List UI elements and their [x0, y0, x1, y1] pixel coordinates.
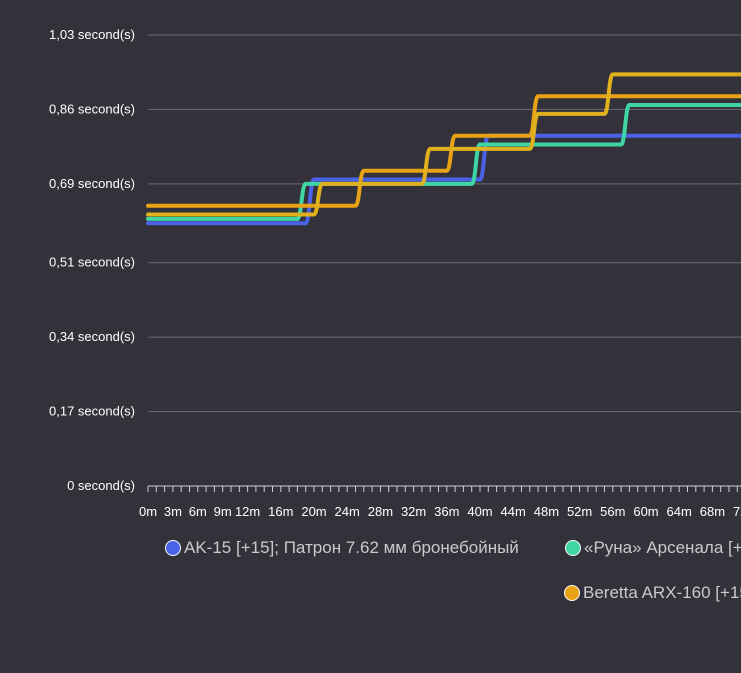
- x-tick-label: 3m: [164, 504, 182, 519]
- x-tick-label: 16m: [268, 504, 293, 519]
- x-tick-label: 36m: [434, 504, 459, 519]
- y-tick-label: 0,17 second(s): [49, 404, 135, 419]
- chart: 0 second(s) 0,17 second(s) 0,34 second(s) 0…: [49, 27, 741, 519]
- x-tick-label: 64m: [667, 504, 692, 519]
- y-tick-label: 0,86 second(s): [49, 101, 135, 116]
- x-tick-label: 0m: [139, 504, 157, 519]
- y-axis-labels: 0 second(s) 0,17 second(s) 0,34 second(s) 0…: [49, 27, 135, 493]
- x-tick-label: 12m: [235, 504, 260, 519]
- series-lines: [146, 72, 741, 226]
- x-axis: [147, 486, 738, 492]
- legend-label: AK-15 [+15]; Патрон 7.62 мм бронебойный: [184, 538, 519, 557]
- legend-marker-icon: [564, 585, 580, 601]
- legend-item-runa[interactable]: «Руна» Арсенала [+15]: [565, 538, 741, 558]
- series-line-1: [146, 103, 741, 221]
- x-tick-label: 20m: [301, 504, 326, 519]
- x-tick-label: 44m: [501, 504, 526, 519]
- x-tick-label: 24m: [335, 504, 360, 519]
- y-tick-label: 0 second(s): [67, 478, 135, 493]
- legend-marker-icon: [565, 540, 581, 556]
- x-tick-label: 9m: [214, 504, 232, 519]
- x-tick-label: 32m: [401, 504, 426, 519]
- grid-lines: [148, 34, 741, 487]
- legend-item-beretta[interactable]: Beretta ARX-160 [+15]: [564, 583, 741, 603]
- x-tick-label: 52m: [567, 504, 592, 519]
- x-tick-label: 68m: [700, 504, 725, 519]
- legend-label: «Руна» Арсенала [+15]: [584, 538, 741, 557]
- x-tick-label: 40m: [467, 504, 492, 519]
- x-axis-labels: 0m 3m 6m 9m 12m 16m 20m 24m 28m 32m 36m 40m 44m 48m 52…: [139, 504, 741, 519]
- y-tick-label: 0,69 second(s): [49, 176, 135, 191]
- legend-label: Beretta ARX-160 [+15]: [583, 583, 741, 602]
- x-tick-label: 6m: [189, 504, 207, 519]
- x-tick-label: 60m: [633, 504, 658, 519]
- legend-marker-icon: [165, 540, 181, 556]
- y-tick-label: 1,03 second(s): [49, 27, 135, 42]
- y-tick-label: 0,51 second(s): [49, 255, 135, 270]
- series-line-2: [146, 94, 741, 208]
- series-line-0: [146, 133, 741, 226]
- x-tick-label: 56m: [600, 504, 625, 519]
- y-tick-label: 0,34 second(s): [49, 329, 135, 344]
- x-tick-label: 72m: [733, 504, 741, 519]
- x-tick-label: 28m: [368, 504, 393, 519]
- legend-item-ak15[interactable]: AK-15 [+15]; Патрон 7.62 мм бронебойный: [165, 538, 519, 558]
- x-tick-label: 48m: [534, 504, 559, 519]
- series-line-3: [146, 72, 741, 217]
